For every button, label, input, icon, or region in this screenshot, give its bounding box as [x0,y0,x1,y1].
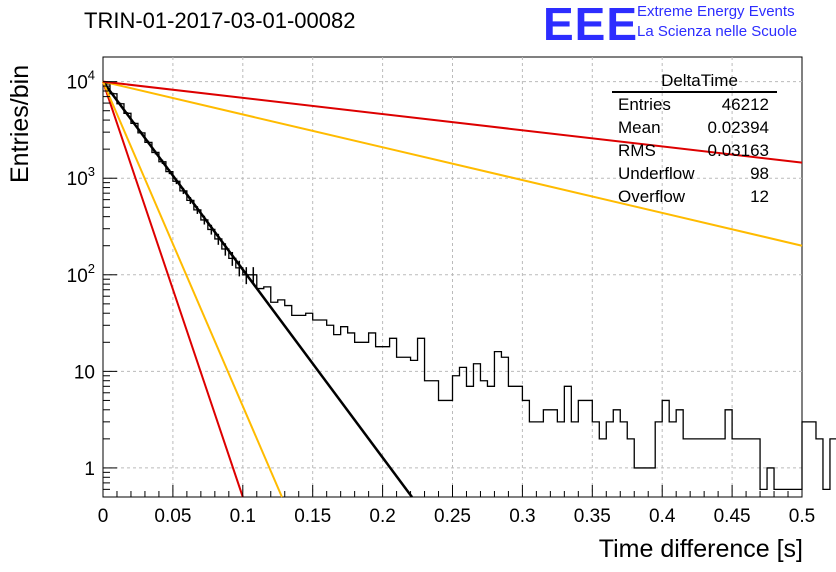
fit-line-3 [102,80,803,247]
fit-lines [101,80,803,498]
eee-logo: EEE [543,0,639,50]
stats-row-rms: RMS 0.03163 [612,139,777,162]
y-tick-label: 1 [84,459,95,480]
stats-label: Overflow [618,187,686,206]
y-tick-label: 10 [74,362,95,383]
logo-line-2: La Scienza nelle Scuole [637,23,798,40]
x-tick-label: 0 [98,506,109,527]
logo-line-1: Extreme Energy Events [637,3,795,20]
x-tick-label: 0.25 [434,506,471,527]
x-axis-label: Time difference [s] [598,535,803,563]
stats-box: DeltaTime Entries 46212 Mean 0.02394 RMS… [612,70,777,208]
y-tick-label: 102 [67,261,95,287]
fit-line-2 [102,81,283,498]
stats-title: DeltaTime [612,70,777,93]
stats-label: Underflow [618,164,695,183]
fit-line-1 [102,81,244,498]
grid-lines [103,57,802,497]
stats-row-entries: Entries 46212 [612,93,777,116]
histogram-outline [103,83,836,491]
stats-label: Mean [618,118,661,137]
x-tick-label: 0.1 [230,506,256,527]
stats-value: 0.02394 [707,118,769,137]
axes: 0 0.05 0.1 0.15 0.2 0.25 0.3 0.35 0.4 0.45 0.5 1 10 1… [67,68,816,527]
x-tick-label: 0.2 [369,506,395,527]
x-tick-label: 0.4 [649,506,676,527]
y-axis-label: Entries/bin [6,64,34,183]
fit-line-4 [102,80,803,164]
x-tick-label: 0.45 [714,506,751,527]
chart-title: TRIN-01-2017-03-01-00082 [84,8,356,33]
x-tick-label: 0.5 [789,506,815,527]
stats-label: Entries [618,95,671,114]
stats-row-overflow: Overflow 12 [612,185,777,208]
stats-row-underflow: Underflow 98 [612,162,777,185]
y-tick-label: 104 [67,68,95,94]
stats-value: 12 [750,187,769,206]
x-tick-label: 0.35 [574,506,611,527]
x-tick-label: 0.15 [294,506,331,527]
stats-value: 0.03163 [707,141,769,160]
y-tick-label: 103 [67,164,95,190]
x-tick-label: 0.3 [509,506,535,527]
stats-label: RMS [618,141,656,160]
stats-value: 98 [750,164,769,183]
stats-value: 46212 [721,95,769,114]
x-tick-label: 0.05 [154,506,191,527]
stats-row-mean: Mean 0.02394 [612,116,777,139]
fit-line-0 [101,80,413,498]
